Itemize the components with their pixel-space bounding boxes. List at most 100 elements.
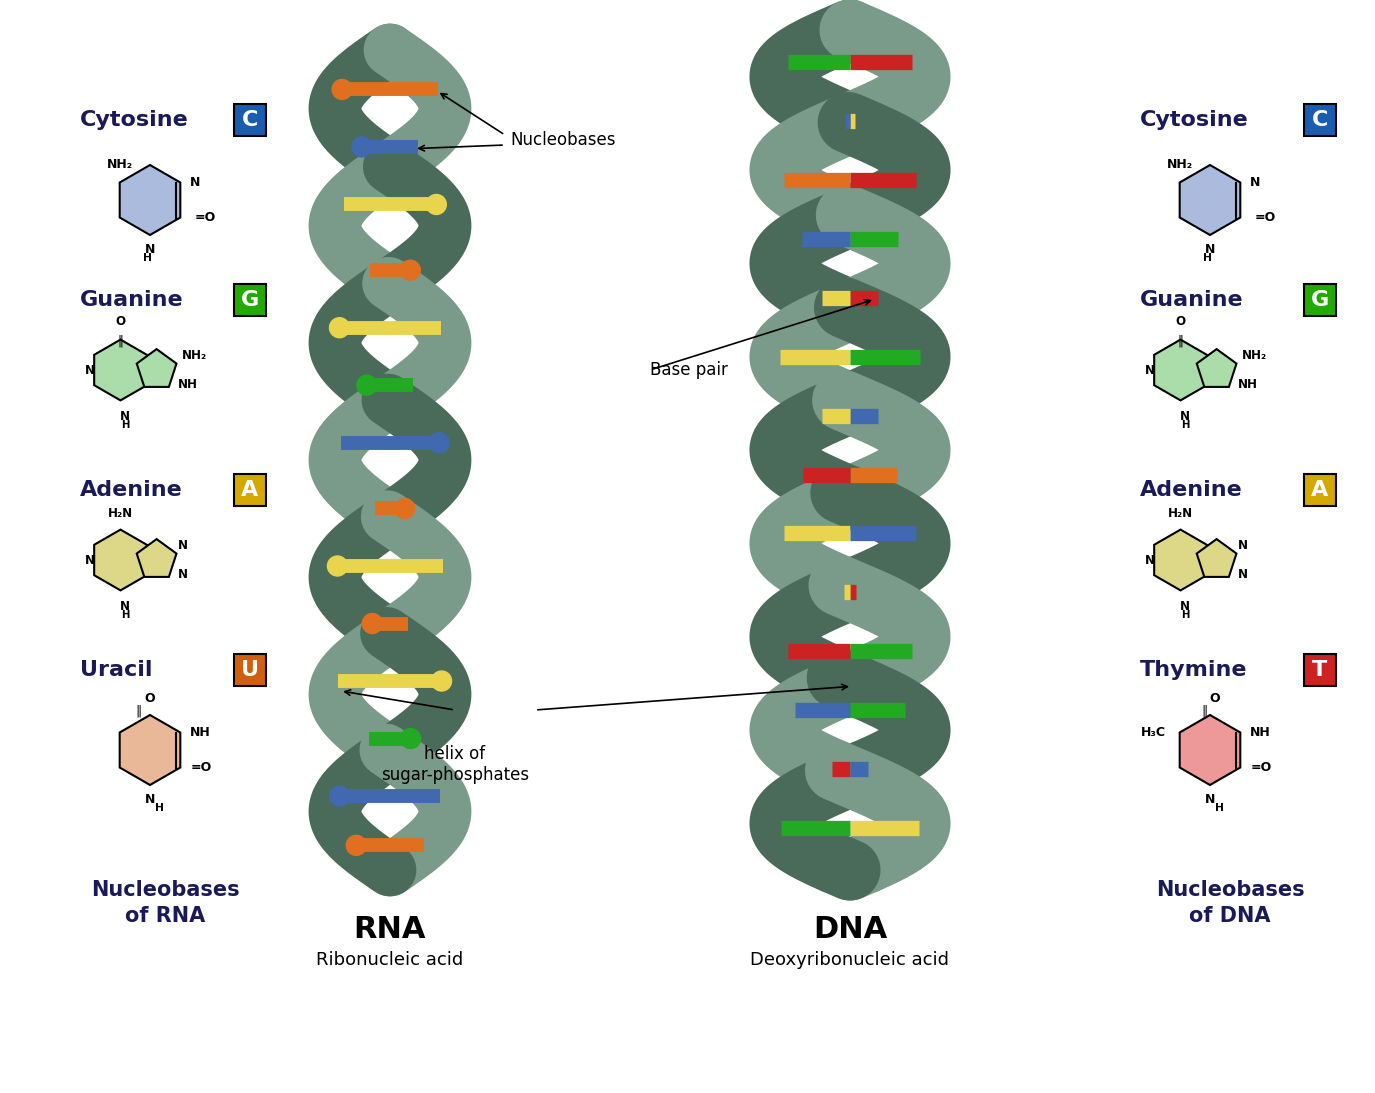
Text: =O: =O — [190, 761, 212, 774]
Text: H₂N: H₂N — [109, 506, 133, 519]
Text: N: N — [1238, 568, 1247, 581]
Circle shape — [400, 729, 421, 749]
Circle shape — [426, 195, 447, 214]
Text: Cytosine: Cytosine — [80, 110, 188, 130]
Text: A: A — [242, 480, 258, 500]
Text: Deoxyribonucleic acid: Deoxyribonucleic acid — [751, 951, 950, 969]
Circle shape — [363, 613, 382, 634]
Circle shape — [358, 375, 377, 396]
Text: N: N — [190, 176, 201, 189]
Text: NH: NH — [1250, 726, 1270, 739]
Text: Cytosine: Cytosine — [1140, 110, 1248, 130]
Text: DNA: DNA — [813, 916, 887, 944]
Text: G: G — [241, 290, 258, 310]
Text: N: N — [120, 410, 131, 423]
Text: O: O — [1176, 315, 1185, 328]
Text: Thymine: Thymine — [1140, 660, 1247, 680]
Polygon shape — [1180, 165, 1240, 235]
Text: N: N — [1180, 410, 1191, 423]
Text: Nucleobases
of RNA: Nucleobases of RNA — [91, 880, 239, 927]
Text: ‖: ‖ — [1177, 334, 1184, 348]
Text: ‖: ‖ — [136, 705, 142, 717]
Text: ‖: ‖ — [118, 334, 124, 348]
Text: ‖: ‖ — [1202, 705, 1209, 717]
Text: C: C — [242, 110, 258, 130]
Text: NH₂: NH₂ — [183, 349, 208, 362]
Text: H: H — [143, 252, 151, 263]
Circle shape — [333, 80, 352, 99]
Text: NH: NH — [1238, 378, 1258, 391]
Text: H₃C: H₃C — [1141, 726, 1166, 739]
Text: Base pair: Base pair — [650, 361, 727, 379]
Polygon shape — [1154, 530, 1207, 590]
Text: U: U — [241, 660, 258, 680]
Text: N: N — [177, 568, 187, 581]
Polygon shape — [94, 530, 147, 590]
Polygon shape — [94, 340, 147, 400]
Text: N: N — [1204, 243, 1216, 256]
Text: N: N — [1180, 600, 1191, 613]
Text: N: N — [1145, 364, 1155, 376]
FancyBboxPatch shape — [234, 474, 265, 506]
Circle shape — [330, 786, 349, 806]
Text: N: N — [120, 600, 131, 613]
Polygon shape — [1196, 539, 1236, 577]
Text: N: N — [144, 794, 155, 806]
Text: Ribonucleic acid: Ribonucleic acid — [316, 951, 463, 969]
Text: T: T — [1312, 660, 1328, 680]
Text: H: H — [121, 421, 129, 431]
Text: N: N — [1250, 176, 1261, 189]
Text: Adenine: Adenine — [80, 480, 183, 500]
Circle shape — [395, 498, 415, 518]
Text: RNA: RNA — [353, 916, 426, 944]
Text: Adenine: Adenine — [1140, 480, 1243, 500]
Text: N: N — [1145, 553, 1155, 566]
FancyBboxPatch shape — [1304, 654, 1336, 686]
FancyBboxPatch shape — [1304, 284, 1336, 316]
Text: NH₂: NH₂ — [1242, 349, 1268, 362]
FancyBboxPatch shape — [234, 654, 265, 686]
Text: N: N — [1238, 539, 1247, 552]
Text: N: N — [85, 364, 95, 376]
Text: Guanine: Guanine — [80, 290, 184, 310]
Polygon shape — [1154, 340, 1207, 400]
Text: =O: =O — [1250, 761, 1272, 774]
Text: N: N — [177, 539, 187, 552]
Text: N: N — [144, 243, 155, 256]
Text: NH: NH — [190, 726, 210, 739]
Text: Guanine: Guanine — [1140, 290, 1243, 310]
Text: Nucleobases: Nucleobases — [510, 131, 616, 149]
Circle shape — [432, 671, 451, 691]
Circle shape — [346, 835, 366, 856]
Polygon shape — [120, 165, 180, 235]
Polygon shape — [136, 539, 176, 577]
FancyBboxPatch shape — [234, 104, 265, 136]
Text: NH₂: NH₂ — [107, 157, 133, 171]
Text: NH₂: NH₂ — [1166, 157, 1192, 171]
Text: H: H — [1203, 252, 1211, 263]
FancyBboxPatch shape — [1304, 474, 1336, 506]
Circle shape — [352, 137, 371, 157]
Text: N: N — [1204, 794, 1216, 806]
Polygon shape — [1196, 349, 1236, 387]
Text: H: H — [1216, 803, 1224, 813]
Text: H: H — [1181, 610, 1189, 621]
Circle shape — [400, 260, 421, 280]
Text: =O: =O — [1254, 211, 1276, 224]
Text: N: N — [85, 553, 95, 566]
Text: NH: NH — [177, 378, 198, 391]
Polygon shape — [1180, 715, 1240, 785]
Text: O: O — [116, 315, 125, 328]
Circle shape — [327, 556, 348, 576]
Text: A: A — [1312, 480, 1328, 500]
Polygon shape — [120, 715, 180, 785]
Text: H₂N: H₂N — [1167, 506, 1194, 519]
Circle shape — [429, 433, 450, 453]
Text: O: O — [144, 692, 155, 705]
Polygon shape — [136, 349, 176, 387]
Text: Nucleobases
of DNA: Nucleobases of DNA — [1155, 880, 1305, 927]
FancyBboxPatch shape — [1304, 104, 1336, 136]
Text: C: C — [1312, 110, 1328, 130]
Text: H: H — [121, 610, 129, 621]
Text: Uracil: Uracil — [80, 660, 153, 680]
